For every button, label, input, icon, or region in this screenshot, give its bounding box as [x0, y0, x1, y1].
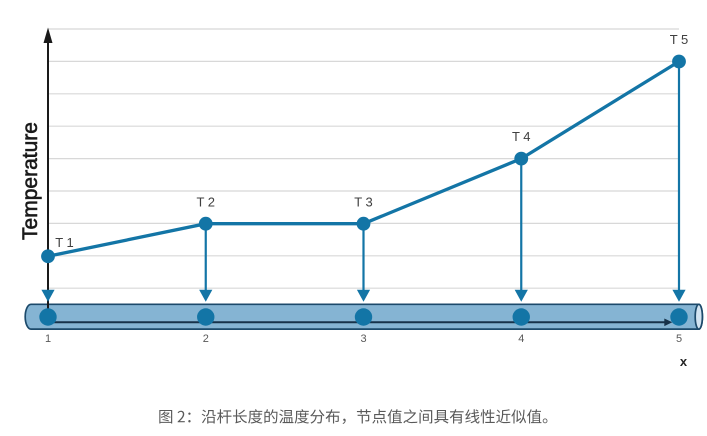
svg-text:3: 3: [360, 333, 366, 345]
svg-text:Temperature: Temperature: [19, 122, 42, 240]
svg-text:x: x: [680, 354, 688, 369]
svg-text:2: 2: [203, 333, 209, 345]
svg-text:1: 1: [45, 333, 51, 345]
svg-text:T 3: T 3: [354, 195, 373, 210]
svg-text:T 1: T 1: [55, 235, 74, 250]
svg-text:4: 4: [518, 333, 524, 345]
svg-text:T 4: T 4: [512, 129, 531, 144]
svg-text:T 2: T 2: [196, 195, 215, 210]
svg-text:T 5: T 5: [670, 32, 689, 47]
svg-text:5: 5: [676, 333, 682, 345]
